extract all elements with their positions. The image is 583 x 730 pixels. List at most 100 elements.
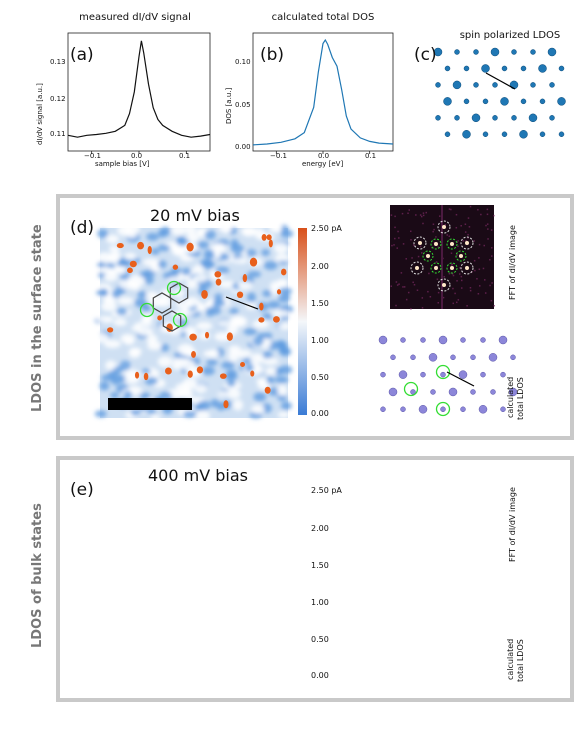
lattice-c-atom (463, 98, 470, 105)
stm-d-bright-spot (218, 280, 235, 289)
stm-d-adatom (276, 289, 282, 295)
top-row-plots (67, 32, 566, 154)
ldos-e-label-2: total LDOS (516, 639, 525, 682)
stm-d-dark-spot (210, 399, 220, 408)
lattice-c-atom (454, 115, 460, 121)
stm-d-bright-spot (249, 353, 265, 364)
stm-d-dark-spot (160, 226, 171, 237)
cb-e-tick: 2.50 pA (311, 486, 342, 495)
stm-d-bright-spot (274, 254, 290, 262)
stm-d-adatom (164, 367, 172, 375)
panel-a-xtick: 0.0 (131, 152, 143, 160)
stm-d-arrow (225, 296, 259, 310)
panel-e-bias: 400 mV bias (148, 466, 248, 485)
panel-b-xlabel: energy [eV] (302, 160, 344, 168)
stm-d-bright-spot (252, 319, 270, 329)
lattice-c-atom (511, 115, 517, 121)
stm-d-bright-spot (105, 234, 119, 244)
stm-d-dark-spot (203, 249, 215, 257)
stm-d-adatom (258, 317, 265, 323)
stm-d-dark-spot (111, 289, 121, 299)
fft-d-noise (454, 292, 456, 295)
lattice-c-atom (558, 65, 565, 72)
stm-d-dark-spot (206, 359, 218, 366)
lattice-c-atom (520, 98, 527, 105)
panel-b-xtick: 0.1 (365, 152, 377, 160)
panel-a-title: measured dI/dV signal (79, 12, 191, 23)
stm-d-dark-spot (94, 410, 107, 418)
fft-d-noise (394, 215, 396, 218)
cb-e-tick: 0.00 (311, 671, 329, 680)
fft-d-noise (448, 272, 451, 275)
lattice-c-atom (482, 98, 489, 105)
lattice-c-atom (444, 65, 451, 72)
lattice-c-atom (435, 82, 441, 88)
panel-a-ytick: 0.12 (50, 95, 66, 103)
stm-d-highlight (172, 312, 188, 328)
fft-d-noise (412, 281, 414, 284)
ldos-d-atom (398, 370, 408, 379)
fft-d-noise (415, 214, 417, 216)
fft-d-noise (450, 252, 453, 254)
stm-d-adatom (186, 242, 194, 252)
ldos-d-atom (470, 389, 476, 395)
lattice-c-atom (530, 82, 536, 88)
lattice-c-atom (490, 47, 500, 57)
stm-d-dark-spot (266, 376, 275, 385)
stm-d-bright-spot (157, 298, 172, 307)
lattice-c-atom (473, 82, 479, 88)
stm-d-dark-spot (224, 373, 238, 381)
lattice-c-atom (558, 131, 565, 138)
stm-d-dark-spot (278, 346, 290, 354)
stm-d-dark-spot (243, 328, 257, 336)
ldos-d-atom (478, 405, 488, 414)
stm-d-dark-spot (139, 392, 151, 400)
fft-d-noise (398, 237, 400, 239)
fft-d-noise (461, 287, 463, 289)
fft-d-noise (489, 284, 491, 287)
fft-d-noise (395, 304, 397, 307)
fft-d-noise (442, 296, 445, 299)
panel-c-title: spin polarized LDOS (459, 30, 561, 41)
panel-a-ytick: 0.11 (50, 130, 66, 138)
fft-d-noise (448, 208, 451, 210)
lattice-c-atom (435, 115, 441, 121)
fft-d-noise (450, 264, 453, 266)
stm-d-adatom (214, 271, 222, 278)
stm-d-dark-spot (158, 260, 167, 269)
ldos-d-atom (480, 371, 486, 378)
stm-d-bright-spot (271, 309, 290, 317)
stm-d-dark-spot (137, 290, 147, 299)
fft-d-noise (397, 230, 399, 233)
fft-d-noise (420, 215, 423, 218)
fft-d-noise (432, 230, 434, 233)
ldos-d-atom (420, 337, 426, 343)
stm-d-bright-spot (167, 276, 183, 283)
fft-d-peak-marker (422, 250, 434, 262)
stm-d-bright-spot (180, 326, 197, 334)
stm-d-dark-spot (123, 390, 133, 400)
stm-d-dark-spot (146, 232, 159, 241)
fft-d-peak-marker (437, 220, 451, 234)
stm-d-adatom (273, 316, 280, 323)
cb-e-tick: 1.50 (311, 561, 329, 570)
fft-d-noise (476, 278, 478, 280)
lattice-c-atom (539, 131, 546, 138)
fft-d-peak-marker (446, 238, 458, 250)
stm-d-dark-spot (144, 376, 158, 386)
stm-d-bright-spot (265, 367, 277, 375)
fft-d-noise (422, 212, 425, 214)
fft-d-noise (451, 263, 453, 265)
stm-d-bright-spot (117, 224, 134, 237)
stm-d-bright-spot (108, 245, 121, 252)
fft-d-label: FFT of dI/dV image (508, 225, 517, 300)
stm-d-dark-spot (197, 400, 211, 411)
stm-d-dark-spot (160, 343, 170, 352)
stm-d-dark-spot (267, 300, 281, 309)
stm-d-adatom (196, 366, 204, 374)
fft-d-noise (478, 257, 480, 259)
fft-d-noise (467, 237, 469, 239)
stm-d-adatom (249, 257, 258, 267)
ldos-d-atom (388, 387, 398, 397)
fft-d-noise (483, 244, 485, 247)
